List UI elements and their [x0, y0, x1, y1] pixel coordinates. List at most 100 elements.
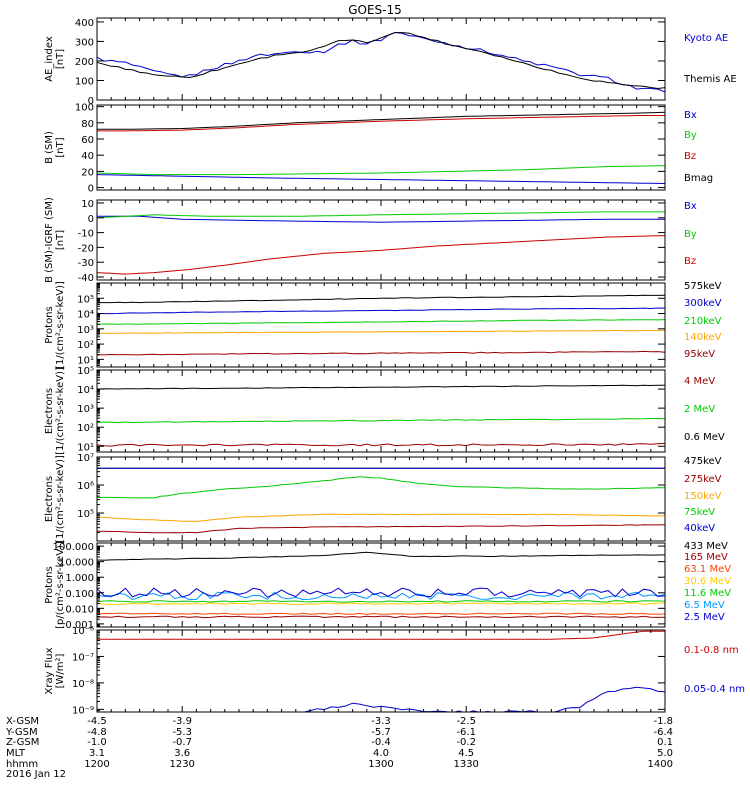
panel-1-series — [97, 31, 665, 93]
panel-4: 10¹ 10² 10³ 10⁴ 10⁵ Protons[1/(cm²-s-sr-keV)]… — [44, 281, 722, 369]
legend-entry: 150keV — [684, 491, 722, 502]
panel-8-series — [97, 630, 665, 712]
legend-entry: 30.6 MeV — [684, 576, 731, 587]
y-tick-label: 0.100 — [65, 589, 94, 600]
series-0-05-0-4-nm — [295, 686, 665, 712]
y-tick-label: 80 — [81, 119, 94, 130]
series-0-6-mev — [97, 384, 665, 390]
panel-1: 0 100 200 300 400 AE_index[nT] Kyoto AE Themis … — [44, 17, 737, 107]
ephemeris-value: 1230 — [169, 759, 194, 770]
ephemeris-value: 3.1 — [89, 748, 105, 759]
panel-7-series — [97, 551, 665, 619]
legend-entry: 75keV — [684, 507, 715, 518]
legend-entry: 63.1 MeV — [684, 564, 731, 575]
series-165-mev — [97, 615, 665, 619]
series-433-mev — [97, 551, 665, 561]
legend-entry: Bz — [684, 256, 696, 267]
y-tick-label: 10⁻⁸ — [72, 679, 94, 690]
y-tick-label: 10¹ — [77, 442, 94, 453]
series-2-5-mev — [97, 587, 665, 598]
y-tick-label: 10⁴ — [77, 310, 94, 321]
ephemeris-value: 1200 — [84, 759, 109, 770]
panel-5: 10¹ 10² 10³ 10⁴ 10⁵ Electrons[1/(cm²-s-sr-keV… — [44, 366, 725, 455]
series-75kev — [97, 476, 665, 499]
y-tick-label: 0 — [88, 96, 94, 107]
legend-entry: 275keV — [684, 474, 722, 485]
legend-entry: 0.6 MeV — [684, 432, 725, 443]
series-30-6-mev — [97, 602, 665, 605]
legend-entry: Bx — [684, 110, 697, 121]
ephemeris-value: 4.0 — [373, 748, 389, 759]
ephemeris-value: 1300 — [368, 759, 393, 770]
legend-entry: Bmag — [684, 173, 713, 184]
y-tick-label: 10¹ — [77, 355, 94, 366]
y-tick-label: 10⁶ — [77, 481, 94, 492]
y-tick-label: 10⁷ — [77, 453, 94, 464]
legend-entry: Themis AE — [683, 74, 737, 85]
ephemeris-value: -3.9 — [172, 716, 192, 727]
series-300kev — [97, 307, 665, 315]
y-axis-label: AE_index[nT] — [44, 36, 66, 82]
y-tick-label: 10⁵ — [77, 509, 94, 520]
y-tick-label: 0.010 — [65, 604, 94, 615]
y-tick-label: 10 — [81, 199, 94, 210]
ephemeris-value: -1.0 — [87, 737, 107, 748]
y-tick-label: 100.000 — [53, 542, 94, 553]
y-tick-label: 10.000 — [59, 558, 94, 569]
legend-entry: 11.6 MeV — [684, 588, 731, 599]
legend-entry: 210keV — [684, 316, 722, 327]
legend-entry: 2.5 MeV — [684, 612, 725, 623]
ephemeris-value: 1400 — [648, 759, 673, 770]
y-axis-label: Electrons[1/(cm²-s-sr-keV)] — [44, 455, 66, 543]
y-axis-label: B (SM)[nT] — [44, 131, 66, 164]
y-axis-label: Xray Flux[W/m²] — [44, 647, 66, 694]
ephemeris-row-label: hhmm — [6, 759, 38, 770]
y-tick-label: -40 — [78, 273, 94, 284]
ephemeris-value: 3.6 — [174, 748, 190, 759]
legend-entry: Bz — [684, 151, 696, 162]
series-63-1-mev — [97, 612, 665, 615]
ephemeris-row-label: MLT — [6, 748, 26, 759]
y-tick-label: 200 — [75, 57, 94, 68]
series-6-5-mev — [97, 591, 665, 601]
y-axis-label: Protons[1/(cm²-s-sr-keV)] — [44, 281, 66, 369]
series-bx — [97, 215, 665, 223]
ephemeris-row-label: 2016 Jan 12 — [6, 769, 66, 780]
series-150kev — [97, 513, 665, 522]
panel-3-series — [97, 211, 665, 275]
panel-6-series — [97, 467, 665, 534]
ephemeris-value: -0.2 — [456, 737, 476, 748]
panel-5-series — [97, 384, 665, 447]
ephemeris-value: -2.5 — [456, 716, 476, 727]
ephemeris-value: 0.1 — [657, 737, 673, 748]
series-bmag — [97, 111, 665, 130]
panel-4-series — [97, 294, 665, 356]
y-tick-label: 10⁴ — [77, 385, 94, 396]
y-axis-label: B (SM)-IGRF (SM)[nT] — [44, 197, 66, 283]
y-tick-label: 10⁵ — [77, 366, 94, 377]
y-tick-label: 60 — [81, 135, 94, 146]
legend-entry: 4 MeV — [684, 376, 715, 387]
y-tick-label: 40 — [81, 151, 94, 162]
ephemeris-value: 5.0 — [657, 748, 673, 759]
ephemeris-value: -6.1 — [456, 727, 476, 738]
y-tick-label: -20 — [78, 243, 94, 254]
y-tick-label: 10⁵ — [77, 294, 94, 305]
y-tick-label: -30 — [78, 258, 94, 269]
y-tick-label: 0.001 — [65, 620, 94, 631]
legend-entry: 0.1-0.8 nm — [684, 645, 739, 656]
y-tick-label: 10² — [77, 340, 94, 351]
ephemeris-value: -1.8 — [653, 716, 673, 727]
ephemeris-value: -5.7 — [371, 727, 391, 738]
panel-8: 10⁻⁹ 10⁻⁸ 10⁻⁷ 10⁻⁶ Xray Flux[W/m²] 0.1-0.8 n… — [44, 626, 745, 716]
ephemeris-value: -0.4 — [371, 737, 391, 748]
y-tick-label: 1.000 — [65, 573, 94, 584]
panel-2-series — [97, 111, 665, 184]
ephemeris-value: 1330 — [453, 759, 478, 770]
ephemeris-row-label: X-GSM — [6, 716, 39, 727]
legend-entry: 433 MeV — [684, 541, 728, 552]
y-tick-label: 10⁻⁷ — [72, 652, 94, 663]
